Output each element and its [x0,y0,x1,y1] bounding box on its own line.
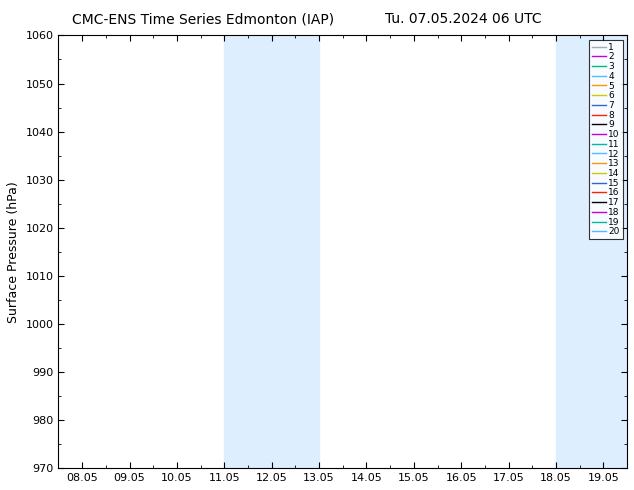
Text: CMC-ENS Time Series Edmonton (IAP): CMC-ENS Time Series Edmonton (IAP) [72,12,334,26]
Legend: 1, 2, 3, 4, 5, 6, 7, 8, 9, 10, 11, 12, 13, 14, 15, 16, 17, 18, 19, 20: 1, 2, 3, 4, 5, 6, 7, 8, 9, 10, 11, 12, 1… [590,40,623,239]
Bar [224,35,319,468]
Y-axis label: Surface Pressure (hPa): Surface Pressure (hPa) [7,181,20,323]
Bar [556,35,627,468]
Text: Tu. 07.05.2024 06 UTC: Tu. 07.05.2024 06 UTC [384,12,541,26]
